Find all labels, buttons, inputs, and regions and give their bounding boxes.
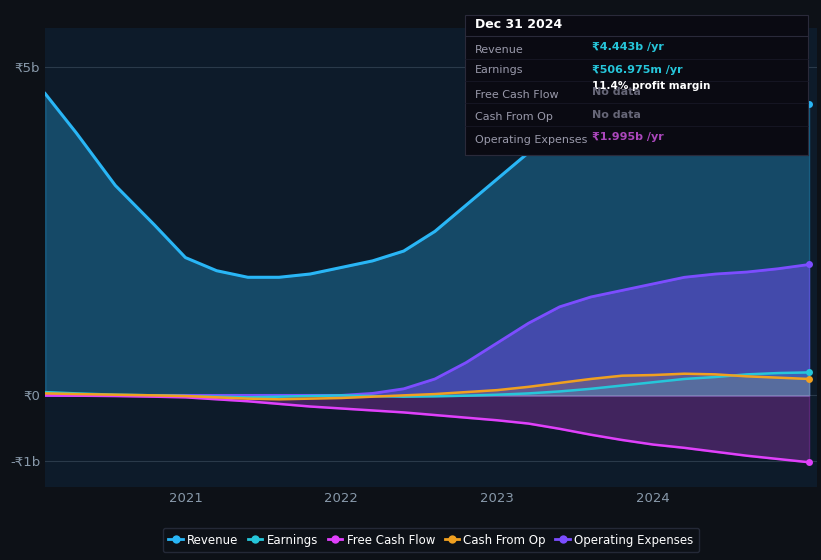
Text: ₹1.995b /yr: ₹1.995b /yr [592, 132, 664, 142]
Text: No data: No data [592, 87, 641, 97]
Text: No data: No data [592, 110, 641, 120]
Text: Revenue: Revenue [475, 45, 524, 55]
Text: ₹4.443b /yr: ₹4.443b /yr [592, 43, 664, 53]
Text: ₹506.975m /yr: ₹506.975m /yr [592, 65, 683, 75]
Text: Operating Expenses: Operating Expenses [475, 135, 587, 145]
Text: Earnings: Earnings [475, 65, 523, 75]
Text: 11.4% profit margin: 11.4% profit margin [592, 81, 711, 91]
Legend: Revenue, Earnings, Free Cash Flow, Cash From Op, Operating Expenses: Revenue, Earnings, Free Cash Flow, Cash … [163, 528, 699, 553]
Text: Cash From Op: Cash From Op [475, 113, 553, 123]
Text: Free Cash Flow: Free Cash Flow [475, 90, 558, 100]
Text: Dec 31 2024: Dec 31 2024 [475, 18, 562, 31]
